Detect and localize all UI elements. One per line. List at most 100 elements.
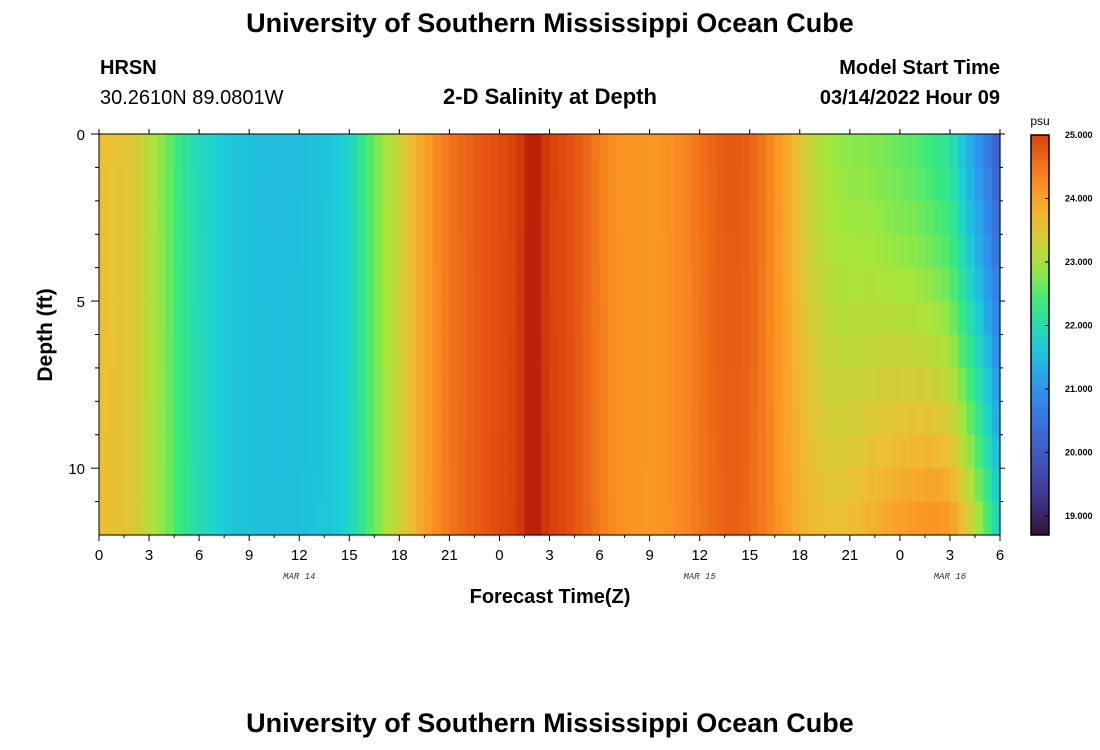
heatmap-cell: [566, 468, 576, 503]
heatmap-cell: [858, 301, 868, 336]
heatmap-cell: [816, 200, 826, 235]
heatmap-cell: [624, 501, 634, 536]
heatmap-cell: [891, 401, 901, 436]
heatmap-cell: [390, 334, 400, 369]
heatmap-cell: [624, 334, 634, 369]
heatmap-cell: [974, 434, 984, 469]
heatmap-cell: [324, 200, 334, 235]
heatmap-cell: [966, 334, 976, 369]
heatmap-cell: [774, 468, 784, 503]
heatmap-cell: [524, 501, 534, 536]
heatmap-cell: [899, 134, 909, 169]
heatmap-cell: [532, 501, 542, 536]
heatmap-cell: [374, 468, 384, 503]
heatmap-cell: [808, 434, 818, 469]
heatmap-cell: [958, 367, 968, 402]
heatmap-cell: [249, 434, 259, 469]
heatmap-cell: [849, 200, 859, 235]
heatmap-cell: [324, 468, 334, 503]
heatmap-cell: [708, 234, 717, 269]
heatmap-cell: [749, 334, 759, 369]
heatmap-cell: [224, 200, 234, 235]
heatmap-cell: [657, 334, 667, 369]
heatmap-cell: [215, 367, 225, 402]
heatmap-cell: [332, 367, 342, 402]
heatmap-cell: [207, 200, 217, 235]
heatmap-cell: [724, 434, 734, 469]
heatmap-cell: [390, 134, 400, 169]
heatmap-cell: [699, 167, 709, 202]
x-tick-label: 9: [245, 547, 253, 564]
heatmap-cell: [516, 301, 526, 336]
heatmap-cell: [124, 167, 133, 202]
heatmap-cell: [941, 468, 951, 503]
heatmap-cell: [457, 267, 467, 302]
heatmap-cell: [841, 200, 851, 235]
heatmap-cell: [624, 167, 634, 202]
heatmap-cell: [424, 367, 434, 402]
heatmap-cell: [983, 501, 993, 536]
heatmap-cell: [157, 434, 167, 469]
heatmap-cell: [549, 301, 559, 336]
heatmap-cell: [315, 468, 325, 503]
heatmap-cell: [607, 401, 617, 436]
heatmap-cell: [774, 267, 784, 302]
heatmap-cell: [699, 134, 709, 169]
heatmap-cell: [641, 167, 651, 202]
heatmap-cell: [115, 200, 125, 235]
heatmap-cell: [949, 334, 959, 369]
heatmap-cell: [107, 301, 117, 336]
heatmap-cell: [174, 167, 184, 202]
heatmap-cell: [983, 234, 993, 269]
heatmap-cell: [974, 234, 984, 269]
heatmap-cell: [582, 401, 592, 436]
heatmap-cell: [841, 301, 851, 336]
heatmap-cell: [891, 434, 901, 469]
heatmap-cell: [899, 234, 909, 269]
heatmap-cell: [399, 234, 409, 269]
heatmap-cell: [958, 468, 968, 503]
heatmap-cell: [524, 200, 534, 235]
heatmap-cell: [941, 134, 951, 169]
heatmap-cell: [566, 301, 576, 336]
heatmap-cell: [983, 334, 993, 369]
heatmap-cell: [516, 167, 526, 202]
heatmap-cell: [99, 167, 108, 202]
heatmap-cell: [215, 401, 225, 436]
heatmap-cell: [382, 401, 392, 436]
heatmap-cell: [499, 367, 509, 402]
heatmap-cell: [257, 200, 267, 235]
heatmap-cell: [549, 367, 559, 402]
heatmap-cell: [224, 401, 234, 436]
heatmap-cell: [449, 434, 459, 469]
heatmap-cell: [916, 434, 926, 469]
heatmap-cell: [432, 267, 442, 302]
heatmap-cell: [799, 434, 809, 469]
heatmap-cell: [124, 501, 133, 536]
heatmap-cell: [265, 401, 275, 436]
heatmap-cell: [791, 134, 801, 169]
heatmap-cell: [816, 234, 826, 269]
heatmap-cell: [691, 468, 701, 503]
heatmap-cell: [783, 234, 793, 269]
heatmap-cell: [124, 434, 133, 469]
heatmap-cell: [182, 167, 192, 202]
heatmap-cell: [249, 134, 259, 169]
heatmap-cell: [182, 134, 192, 169]
heatmap-cell: [457, 234, 467, 269]
heatmap-cell: [165, 234, 175, 269]
heatmap-cell: [207, 401, 217, 436]
heatmap-cell: [257, 401, 267, 436]
heatmap-cell: [549, 200, 559, 235]
heatmap-cell: [641, 501, 651, 536]
heatmap-cell: [424, 167, 434, 202]
heatmap-cell: [332, 301, 342, 336]
heatmap-cell: [157, 200, 167, 235]
heatmap-cell: [265, 234, 275, 269]
heatmap-cell: [941, 167, 951, 202]
heatmap-cell: [766, 468, 776, 503]
heatmap-cell: [691, 267, 701, 302]
heatmap-cell: [140, 367, 150, 402]
heatmap-cell: [983, 267, 993, 302]
heatmap-cell: [708, 434, 717, 469]
